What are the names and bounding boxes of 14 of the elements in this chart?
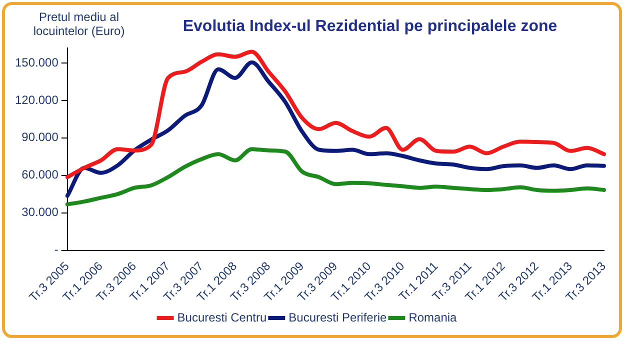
y-tick-label: 90.000: [22, 130, 59, 144]
line-series: [65, 50, 606, 180]
legend-label: Bucuresti Periferie: [288, 310, 388, 324]
y-axis-title: Pretul mediu al locuintelor (Euro): [32, 10, 126, 38]
legend-label: Romania: [408, 310, 458, 324]
line-series: [65, 147, 606, 206]
y-tick-label: 150.000: [14, 55, 59, 70]
legend-label: Bucuresti Centru: [177, 310, 267, 324]
y-tick-label: 60.000: [22, 168, 59, 182]
y-tick-label: -: [54, 242, 58, 257]
line-series: [65, 60, 606, 198]
chart-title: Evolutia Index-ul Rezidential pe principalele zone: [182, 18, 558, 36]
y-tick-label: 120.000: [14, 92, 59, 107]
y-tick-label: 30.000: [22, 205, 59, 220]
